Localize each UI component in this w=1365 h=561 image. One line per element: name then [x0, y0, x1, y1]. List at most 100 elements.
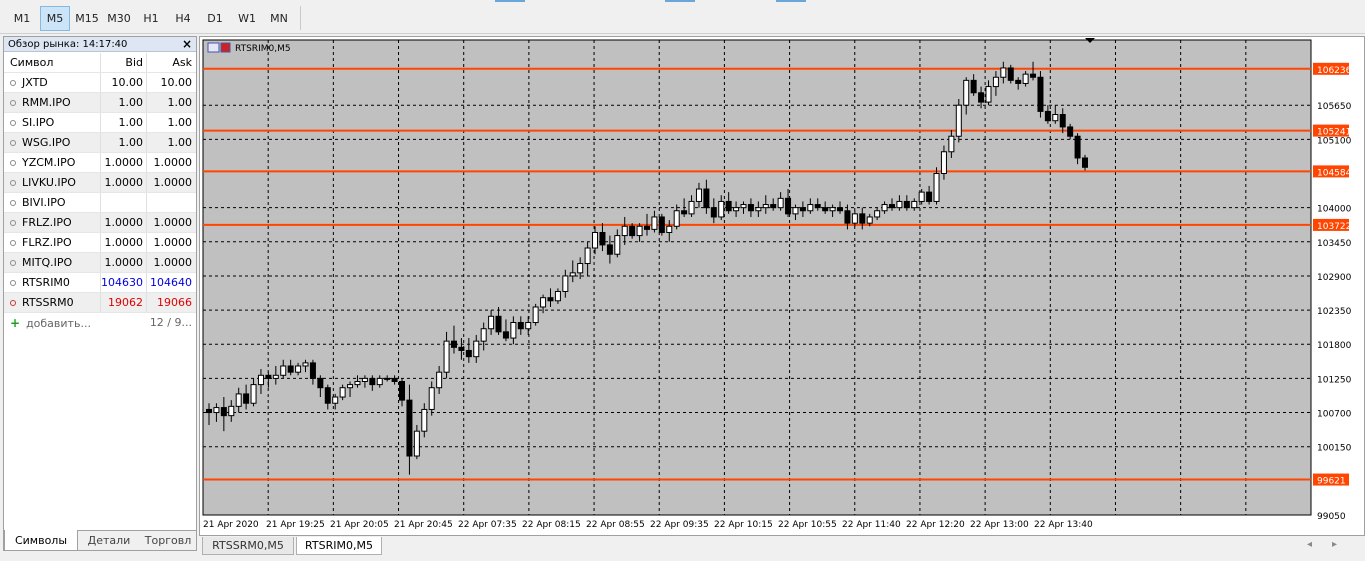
symbol-status-icon [10, 119, 16, 126]
table-row[interactable]: FRLZ.IPO 1.0000 1.0000 [4, 213, 196, 233]
candle-body [599, 231, 606, 246]
candle-body [1015, 79, 1022, 84]
candle-body [257, 374, 264, 386]
time-label: 22 Apr 10:15 [714, 520, 773, 530]
column-header-bid[interactable]: Bid [101, 53, 147, 72]
tab-symbols[interactable]: Символы [4, 530, 78, 550]
symbol-name: RTSRIM0 [22, 276, 70, 289]
candle-body [480, 328, 487, 342]
candle-body [978, 92, 985, 103]
candle-body [888, 204, 895, 209]
candle-body [1022, 73, 1029, 84]
candle-body [881, 204, 888, 212]
close-icon[interactable]: × [181, 37, 192, 51]
bid-value: 1.0000 [101, 233, 147, 252]
column-header-symbol[interactable]: Символ [4, 53, 101, 72]
symbol-status-icon [10, 299, 16, 306]
timeframe-m5-button[interactable]: M5 [40, 6, 70, 31]
candle-body [903, 200, 910, 209]
candle-body [1044, 110, 1051, 122]
candle-body [517, 322, 524, 330]
table-row[interactable]: SI.IPO 1.00 1.00 [4, 113, 196, 133]
chart-tab-rtsrim0[interactable]: RTSRIM0,M5 [296, 537, 382, 555]
timeframe-h4-button[interactable]: H4 [175, 12, 191, 25]
tab-trading[interactable]: Торговл [144, 534, 192, 547]
candle-body [428, 387, 435, 410]
chart-window[interactable]: 106236 105650 105241 105100 104584 104000 1037… [199, 36, 1365, 536]
price-label: 102900 [1317, 273, 1352, 283]
plus-icon: + [10, 316, 21, 330]
market-watch-titlebar: Обзор рынка: 14:17:40 × [4, 37, 196, 52]
bid-value: 1.00 [101, 113, 147, 132]
tab-scroll-arrows[interactable]: ◂▸ [1306, 539, 1357, 550]
table-row[interactable]: MITQ.IPO 1.0000 1.0000 [4, 253, 196, 273]
candle-body [206, 408, 212, 414]
ask-value: 19066 [157, 296, 192, 309]
price-label: 99621 [1317, 477, 1346, 487]
candle-body [1067, 126, 1074, 137]
table-row[interactable]: FLRZ.IPO 1.0000 1.0000 [4, 233, 196, 253]
timeframe-mn-button[interactable]: MN [270, 12, 288, 25]
table-row[interactable]: RMM.IPO 1.00 1.00 [4, 93, 196, 113]
table-row[interactable]: WSG.IPO 1.00 1.00 [4, 133, 196, 153]
candle-body [569, 272, 576, 277]
symbol-name: JXTD [22, 76, 48, 89]
table-row[interactable]: RTSSRM0 19062 19066 [4, 293, 196, 313]
table-header: Символ Bid Ask [4, 53, 196, 73]
table-row[interactable]: LIVKU.IPO 1.0000 1.0000 [4, 173, 196, 193]
candle-body [777, 197, 784, 209]
price-label: 100150 [1317, 444, 1352, 454]
candle-body [532, 306, 539, 324]
table-row[interactable]: JXTD 10.00 10.00 [4, 73, 196, 93]
candle-body [688, 200, 695, 215]
symbol-status-icon [10, 259, 16, 266]
candle-body [361, 377, 368, 383]
timeframe-d1-button[interactable]: D1 [207, 12, 223, 25]
ask-value [147, 193, 196, 212]
chart-tab-rtssrm0[interactable]: RTSSRM0,M5 [202, 537, 294, 555]
candle-body [450, 340, 457, 348]
ask-value: 1.0000 [153, 256, 193, 269]
candle-body [391, 377, 398, 383]
candle-body [1030, 73, 1037, 78]
symbol-name: FLRZ.IPO [22, 236, 72, 249]
candle-body [896, 200, 903, 209]
timeframe-h1-button[interactable]: H1 [143, 12, 159, 25]
tab-details[interactable]: Детали [87, 534, 131, 547]
table-row[interactable]: RTSRIM0 104630 104640 [4, 273, 196, 293]
price-label: 99050 [1317, 512, 1346, 522]
candle-body [584, 247, 591, 265]
timeframe-w1-button[interactable]: W1 [238, 12, 256, 25]
candle-body [866, 216, 873, 224]
symbol-status-icon [10, 179, 16, 186]
price-label-box [1313, 165, 1349, 178]
timeframe-m15-button[interactable]: M15 [75, 12, 99, 25]
symbol-name: SI.IPO [22, 116, 55, 129]
table-row[interactable]: YZCM.IPO 1.0000 1.0000 [4, 153, 196, 173]
column-header-ask[interactable]: Ask [172, 56, 192, 69]
candle-body [874, 210, 881, 218]
candle-body [458, 346, 465, 351]
candle-body [339, 387, 346, 398]
chart-tabs-bar: RTSSRM0,M5 RTSRIM0,M5 ◂▸ [199, 537, 1365, 557]
candle-body [851, 213, 858, 224]
timeframe-m30-button[interactable]: M30 [107, 12, 131, 25]
candle-body [859, 213, 866, 224]
table-row[interactable]: BIVI.IPO [4, 193, 196, 213]
market-watch-table: Символ Bid Ask JXTD 10.00 10.00 RMM.IPO … [4, 53, 196, 333]
timeframe-m1-button[interactable]: M1 [13, 12, 31, 25]
price-label-box [1313, 124, 1349, 137]
bid-value: 1.0000 [101, 153, 147, 172]
candle-body [436, 371, 443, 389]
candle-body [948, 135, 955, 153]
candle-body [629, 225, 636, 237]
chart-flag-icon [220, 42, 231, 53]
chart-title: RTSRIM0,M5 [235, 44, 291, 54]
add-symbol-row[interactable]: + добавить... 12 / 9... [4, 313, 196, 333]
candle-body [747, 204, 754, 212]
ask-value: 1.00 [167, 96, 193, 109]
candle-body [406, 399, 413, 457]
candle-body [985, 86, 992, 103]
ask-value: 1.00 [167, 136, 193, 149]
